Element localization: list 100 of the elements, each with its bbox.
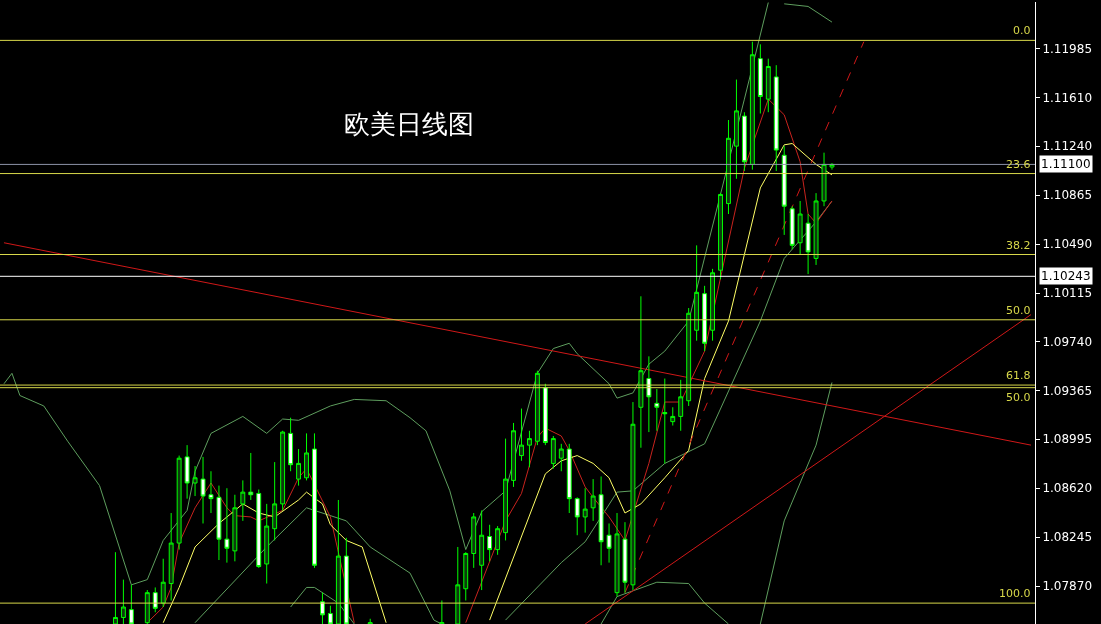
candlestick	[192, 465, 198, 497]
y-tick-label: 1.08995	[1042, 432, 1093, 447]
candlestick	[240, 479, 246, 522]
candlestick	[232, 494, 238, 562]
candlestick	[821, 152, 827, 207]
candlestick	[590, 478, 596, 522]
annotation: 0.0	[1013, 24, 1031, 37]
candlestick	[495, 525, 501, 556]
candlestick	[574, 496, 580, 536]
candlestick	[200, 456, 206, 524]
candlestick	[511, 422, 516, 488]
candlestick	[638, 295, 644, 449]
line-series	[489, 143, 833, 621]
candlestick	[789, 205, 795, 250]
y-tick-label: 1.07870	[1042, 579, 1093, 594]
candlestick	[654, 388, 660, 432]
y-tick-label: 1.11985	[1042, 42, 1093, 57]
candlestick	[144, 589, 150, 624]
candlestick	[566, 443, 572, 514]
candlestick	[519, 408, 524, 462]
line-series	[290, 586, 355, 624]
candlestick	[718, 192, 723, 280]
candlestick	[622, 521, 628, 594]
candlestick	[749, 41, 755, 171]
candlestick	[805, 213, 811, 275]
candlestick	[542, 383, 548, 446]
candlestick	[598, 475, 604, 566]
candlestick	[120, 579, 126, 624]
line-series	[759, 381, 833, 624]
annotation: 100.0	[999, 587, 1031, 600]
ref-line-label: 1.10243	[1041, 269, 1091, 283]
candlestick	[670, 406, 676, 427]
annotation: 50.0	[1006, 391, 1031, 404]
y-tick-label: 1.09740	[1042, 335, 1093, 350]
candlestick	[367, 618, 373, 624]
candlestick	[503, 438, 509, 541]
candlestick	[327, 605, 333, 624]
candlestick	[248, 452, 254, 501]
candlestick	[312, 432, 317, 569]
candlestick	[439, 600, 445, 624]
candlestick	[272, 461, 278, 541]
y-tick-label: 1.09365	[1042, 384, 1093, 399]
candlestick	[757, 43, 763, 114]
text: 欧美日线图	[344, 109, 474, 139]
candlestick	[630, 401, 636, 591]
candlestick	[813, 192, 819, 266]
ref-line-label: 1.11100	[1041, 157, 1091, 171]
candlestick	[176, 455, 182, 551]
annotation: 61.8	[1006, 369, 1031, 382]
candlestick	[694, 244, 700, 342]
candlestick	[726, 119, 731, 215]
candlestick	[208, 470, 214, 514]
candlestick	[280, 430, 286, 511]
candlestick	[781, 145, 787, 236]
y-tick-label: 1.08245	[1042, 530, 1093, 545]
candlestick	[471, 512, 477, 569]
candlestick	[526, 430, 532, 468]
candlestick	[646, 355, 652, 433]
candlestick	[741, 111, 747, 172]
candlestick	[463, 551, 469, 601]
candlestick	[264, 503, 270, 585]
candlestick	[160, 558, 166, 608]
line-series	[3, 2, 769, 586]
candlestick	[606, 522, 612, 564]
candlestick	[686, 307, 692, 407]
candlestick	[662, 378, 668, 464]
candlestick	[550, 435, 556, 470]
candlestick	[128, 584, 134, 624]
candlestick	[335, 499, 341, 624]
candlestick	[733, 79, 739, 180]
candlestick	[797, 200, 803, 256]
annotation: 50.0	[1006, 304, 1031, 317]
candlestick	[479, 509, 485, 591]
candlestick	[288, 417, 294, 472]
candlestick	[455, 546, 461, 624]
candlestick	[582, 487, 588, 534]
candlestick	[487, 524, 493, 562]
candlestick	[224, 487, 230, 564]
candlestick	[558, 443, 564, 472]
y-tick-label: 1.08620	[1042, 481, 1093, 496]
candlestick	[343, 537, 349, 624]
candlestick	[614, 512, 620, 598]
candlestick	[296, 448, 302, 487]
candlestick	[184, 444, 190, 500]
line-series	[600, 581, 729, 624]
y-tick-label: 1.11240	[1042, 139, 1093, 154]
annotation: 38.2	[1006, 239, 1031, 252]
candlestick	[710, 268, 716, 342]
candlestick	[256, 489, 262, 569]
candlestick	[112, 551, 118, 624]
candlestick	[216, 485, 222, 561]
y-tick-label: 1.10115	[1042, 286, 1093, 301]
candlestick	[765, 58, 771, 113]
y-tick-label: 1.10490	[1042, 237, 1093, 252]
y-tick-label: 1.10865	[1042, 188, 1093, 203]
candlestick	[534, 370, 540, 446]
line-series	[162, 491, 387, 624]
candlestick	[304, 432, 309, 481]
candlestick	[319, 592, 325, 624]
candlestick	[168, 512, 174, 601]
